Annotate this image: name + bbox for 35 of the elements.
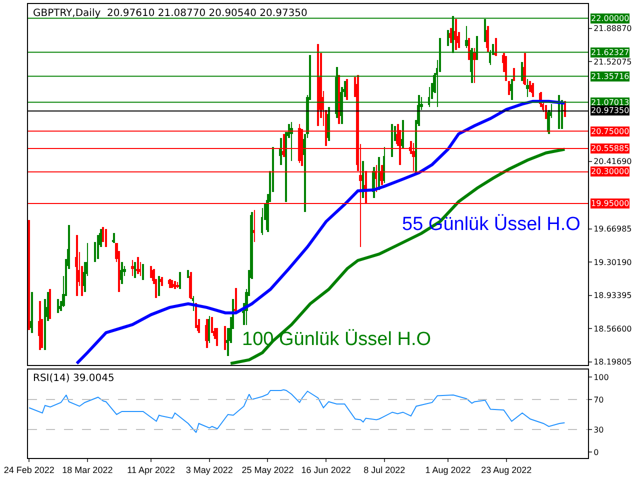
y-tick-label: 18.19805 (594, 358, 632, 367)
ref-line-label: 22.00000 (591, 14, 630, 23)
x-tick-label: 8 Jul 2022 (364, 464, 406, 475)
y-tick-label: 18.56600 (594, 324, 632, 334)
x-tick-label: 23 Aug 2022 (481, 464, 532, 475)
x-tick-label: 16 Jun 2022 (301, 464, 351, 475)
y-tick-label: 0 (594, 448, 599, 457)
ref-line-label: 21.35716 (591, 72, 630, 81)
chart-title: GBPTRY,Daily 20.97610 21.08770 20.90540 20.97350 (33, 8, 308, 19)
y-tick-label: 21.88870 (594, 24, 632, 34)
x-tick-label: 1 Aug 2022 (425, 464, 471, 475)
x-tick-label: 25 May 2022 (242, 464, 294, 475)
y-tick-label: 70 (594, 395, 604, 404)
y-tick-label: 21.52075 (594, 57, 632, 66)
ref-line-label: 20.97350 (591, 106, 630, 115)
ref-line-label: 20.55885 (591, 144, 630, 153)
x-tick-label: 24 Feb 2022 (4, 464, 54, 475)
ref-line-label: 21.62327 (591, 48, 630, 57)
x-tick-label: 18 Mar 2022 (62, 464, 113, 475)
y-tick-label: 100 (594, 372, 609, 382)
y-tick-label: 19.66985 (594, 224, 632, 234)
x-tick-label: 11 Apr 2022 (127, 464, 176, 475)
y-tick-label: 18.93395 (594, 291, 632, 300)
y-tick-label: 30 (594, 425, 604, 434)
ref-line-label: 20.30000 (591, 167, 630, 176)
chart-title: RSI(14) 39.0045 (33, 373, 114, 384)
candlestick (253, 210, 255, 242)
line-series (28, 389, 566, 433)
x-tick-label: 3 May 2022 (186, 464, 233, 475)
candlestick (346, 79, 348, 100)
ref-line-label: 19.95000 (591, 199, 630, 208)
y-tick-label: 20.41690 (594, 157, 632, 166)
y-tick-label: 19.30190 (594, 258, 632, 267)
ref-line-label: 20.75000 (591, 127, 630, 136)
ref-line-label: 21.07013 (591, 98, 630, 107)
